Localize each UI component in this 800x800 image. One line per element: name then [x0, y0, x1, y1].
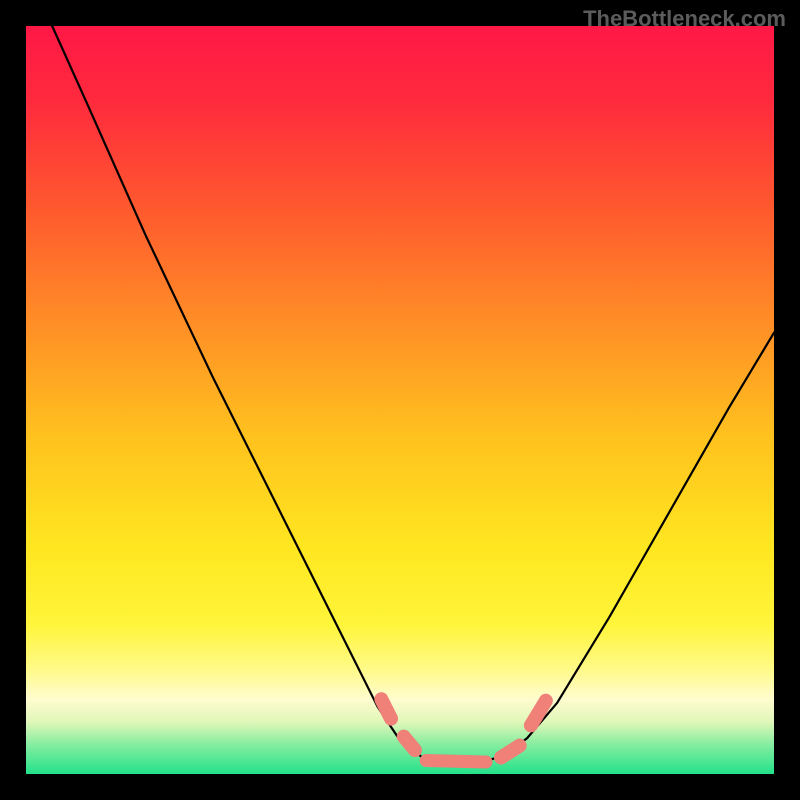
- chart-frame: TheBottleneck.com: [0, 0, 800, 800]
- bottleneck-chart: [0, 0, 800, 800]
- curve-marker: [426, 761, 486, 762]
- curve-marker: [381, 699, 391, 718]
- curve-marker: [404, 737, 415, 750]
- plot-background: [26, 26, 774, 774]
- watermark-text: TheBottleneck.com: [583, 6, 786, 32]
